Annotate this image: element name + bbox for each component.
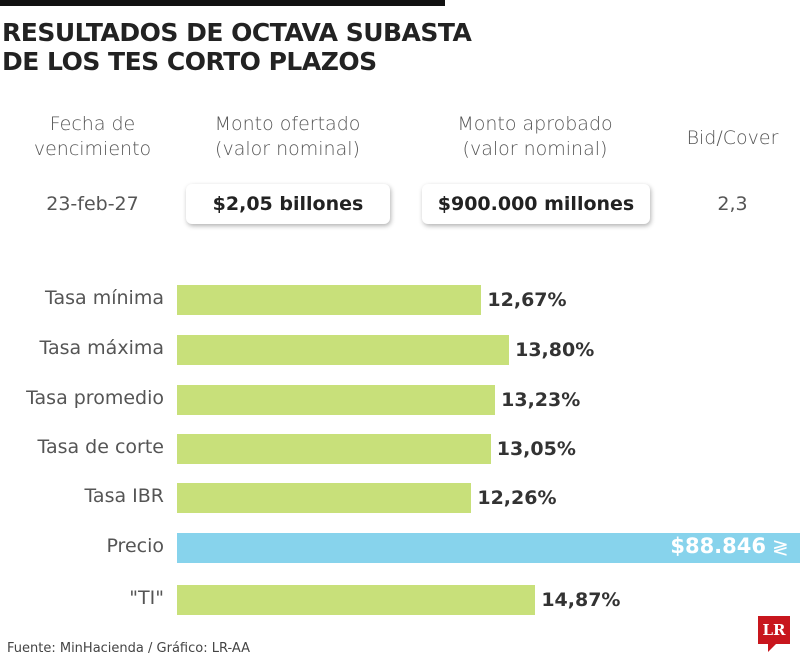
bar [177,285,482,315]
category-label: Tasa mínima [45,287,164,309]
header-bid-cover: Bid/Cover [686,127,779,149]
header-monto-ofertado: Monto ofertado (valor nominal) [214,113,361,160]
category-label: Tasa máxima [39,337,164,359]
category-label: Precio [106,535,164,557]
value-label: $88.846 [670,534,766,558]
category-label: Tasa promedio [26,387,164,409]
top-rule [0,0,445,6]
bar [177,533,800,563]
value-label: 12,67% [487,289,567,311]
header-fecha: Fecha de vencimiento [33,113,152,160]
bar [177,385,496,415]
header-monto-aprobado: Monto aprobado (valor nominal) [457,113,613,160]
chart-title: RESULTADOS DE OCTAVA SUBASTA DE LOS TES … [2,18,472,76]
value-label: 14,87% [541,589,621,611]
lr-logo: LR [758,616,790,652]
bar [177,335,510,365]
source-note: Fuente: MinHacienda / Gráfico: LR-AA [7,641,251,656]
title-line-2: DE LOS TES CORTO PLAZOS [2,47,377,76]
bar [177,434,491,464]
value-label: 13,80% [515,339,595,361]
value-monto-ofertado: $2,05 billones [186,184,390,224]
bar [177,483,472,513]
value-label: 12,26% [477,487,557,509]
value-fecha: 23-feb-27 [46,193,139,215]
category-label: Tasa de corte [37,436,165,458]
value-bid-cover: 2,3 [717,193,748,215]
title-line-1: RESULTADOS DE OCTAVA SUBASTA [2,18,472,47]
value-monto-aprobado: $900.000 millones [422,184,650,224]
value-label: 13,23% [501,389,581,411]
category-label: "TI" [129,587,164,609]
value-label: 13,05% [496,438,576,460]
category-label: Tasa IBR [84,485,164,507]
truncation-zigzag-icon: ≷ [772,535,789,559]
bar [177,585,536,615]
